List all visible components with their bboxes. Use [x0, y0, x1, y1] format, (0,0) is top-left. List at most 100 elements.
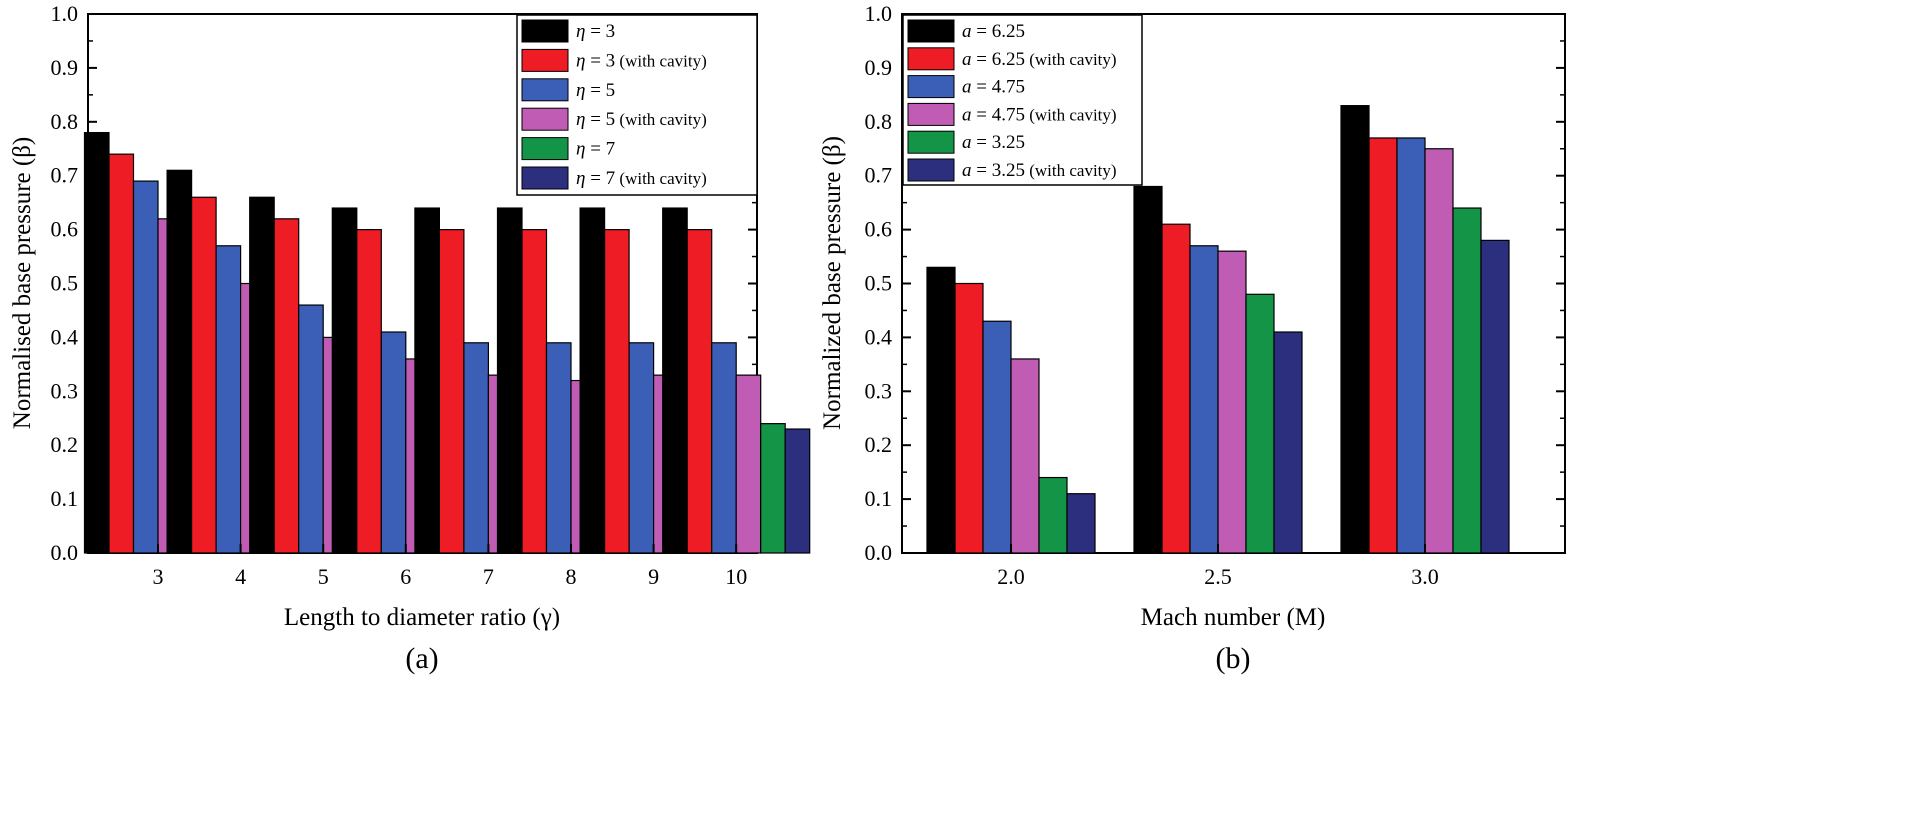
bar: [1245, 293, 1275, 554]
legend-value: = 3: [585, 50, 615, 71]
legend-suffix: (with cavity): [615, 110, 707, 129]
y-tick-label: 0.4: [865, 324, 893, 349]
bar: [331, 207, 358, 554]
legend-symbol: η: [576, 21, 585, 42]
legend-value: = 5: [585, 109, 615, 130]
legend-symbol: a: [962, 77, 972, 98]
legend-entry-label: η = 3 (with cavity): [576, 50, 707, 71]
legend-swatch: [907, 130, 955, 154]
panel-label: (b): [1216, 642, 1251, 675]
y-tick-label: 0.4: [51, 324, 79, 349]
legend-entry-label: η = 5: [576, 80, 615, 101]
bar: [1217, 250, 1247, 554]
legend-box: [516, 14, 758, 196]
y-tick-label: 0.2: [865, 432, 893, 457]
x-axis-title: Length to diameter ratio (γ): [284, 604, 560, 631]
legend-value: = 4.75: [972, 104, 1025, 125]
legend-entry-label: a = 3.25: [962, 132, 1025, 153]
legend-value: = 3: [585, 21, 615, 42]
bar: [1189, 245, 1219, 554]
legend-swatch: [521, 107, 569, 131]
legend-swatch: [521, 137, 569, 161]
legend-value: = 5: [585, 80, 615, 101]
bar: [414, 207, 440, 554]
legend-box: [902, 14, 1143, 186]
y-tick-label: 0.8: [865, 109, 893, 134]
x-tick-label: 10: [725, 564, 747, 589]
legend-value: = 4.75: [972, 77, 1025, 98]
legend-symbol: a: [962, 21, 972, 42]
legend-entry-label: a = 6.25: [962, 21, 1025, 42]
legend-entry-label: a = 6.25 (with cavity): [962, 49, 1117, 70]
bar: [215, 245, 242, 554]
legend-swatch: [907, 158, 955, 182]
bar: [662, 207, 688, 554]
bar: [711, 342, 737, 554]
x-tick-label: 5: [318, 564, 329, 589]
bar: [784, 428, 811, 554]
legend-swatch: [907, 102, 955, 126]
bar: [249, 196, 275, 554]
legend-swatch: [521, 19, 569, 43]
bar: [521, 229, 548, 554]
bar: [356, 229, 382, 554]
bar: [166, 169, 193, 554]
bar: [191, 196, 217, 554]
legend: a = 6.25a = 6.25 (with cavity)a = 4.75a …: [902, 14, 1143, 186]
bar: [1424, 148, 1454, 554]
bar: [1066, 493, 1096, 554]
bar: [1133, 185, 1163, 554]
bar: [463, 342, 489, 554]
legend-symbol: a: [962, 49, 972, 70]
x-tick-label: 9: [648, 564, 659, 589]
legend-symbol: η: [576, 168, 585, 189]
legend-symbol: η: [576, 139, 585, 160]
legend-swatch: [521, 48, 569, 72]
y-tick-label: 0.3: [865, 378, 893, 403]
bar: [438, 229, 465, 554]
legend-symbol: η: [576, 80, 585, 101]
bar: [603, 229, 630, 554]
y-tick-label: 0.9: [865, 55, 893, 80]
x-tick-label: 7: [483, 564, 494, 589]
y-tick-label: 0.3: [51, 378, 79, 403]
x-tick-label: 2.5: [1204, 564, 1232, 589]
bar: [628, 342, 655, 554]
y-axis-title: Normalized base pressure (β): [819, 136, 846, 430]
legend-symbol: a: [962, 104, 972, 125]
y-tick-label: 0.1: [51, 486, 79, 511]
x-tick-label: 6: [400, 564, 411, 589]
y-tick-label: 0.7: [865, 163, 893, 188]
y-tick-label: 1.0: [865, 1, 893, 26]
panel-b-chart: 0.0 0.1 0.2 0.3 0.4 0.5 0.6 0.7 0.8 0.9 1.0 2.0 2.5 3…: [819, 1, 1566, 675]
bar: [1368, 137, 1398, 554]
y-tick-label: 0.6: [51, 217, 79, 242]
legend-symbol: a: [962, 132, 972, 153]
legend-suffix: (with cavity): [615, 169, 707, 188]
bar: [298, 304, 324, 554]
bar: [954, 282, 984, 554]
bar: [1452, 207, 1482, 554]
legend-entry-label: η = 3: [576, 21, 615, 42]
bar: [1161, 223, 1191, 554]
bar: [926, 266, 956, 554]
bar: [1480, 239, 1510, 554]
x-axis-title: Mach number (M): [1141, 604, 1326, 631]
legend-swatch: [521, 78, 569, 102]
legend-entry-label: η = 5 (with cavity): [576, 109, 707, 130]
legend-suffix: (with cavity): [1025, 50, 1117, 69]
y-tick-label: 0.5: [865, 271, 893, 296]
bar: [1396, 137, 1426, 554]
x-tick-label: 8: [566, 564, 577, 589]
bar: [1273, 331, 1303, 554]
y-tick-label: 0.9: [51, 55, 79, 80]
x-tick-label: 3.0: [1411, 564, 1439, 589]
legend-swatch: [521, 166, 569, 190]
y-tick-label: 0.7: [51, 163, 79, 188]
bar: [132, 180, 159, 554]
legend-value: = 7: [585, 139, 615, 160]
legend-suffix: (with cavity): [615, 51, 707, 70]
y-tick-label: 1.0: [51, 1, 79, 26]
legend-symbol: a: [962, 160, 972, 181]
